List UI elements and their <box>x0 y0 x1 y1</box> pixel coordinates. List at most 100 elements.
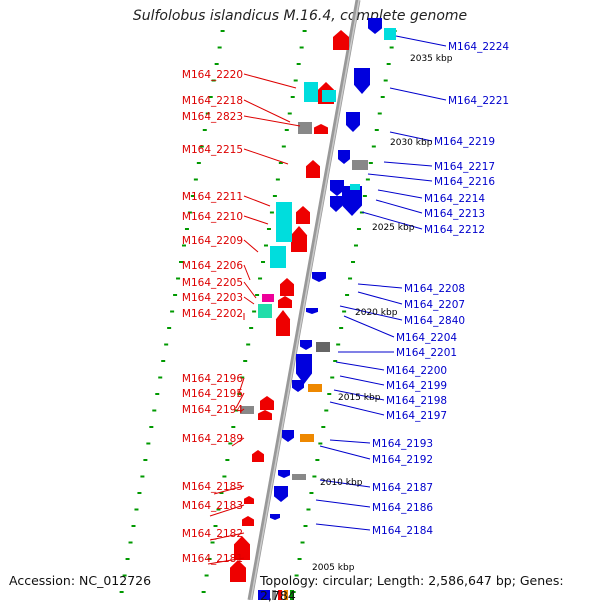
forward-gene <box>333 30 349 50</box>
outer-left-guide-dot <box>167 327 172 329</box>
kbp-scale-label: 2025 kbp <box>372 223 415 233</box>
right-guide-dot <box>330 376 335 379</box>
outer-left-guide-dot <box>122 574 127 577</box>
right-gene-label: M164_2193 <box>372 438 433 450</box>
right-gene-label: M164_2201 <box>396 347 457 359</box>
left-gene-label: M164_2215 <box>182 144 243 156</box>
right-gene-label: M164_2198 <box>386 395 447 407</box>
bottom-gene <box>272 590 276 600</box>
left-leader-line <box>243 281 257 299</box>
outer-left-guide-dot <box>125 558 130 560</box>
outer-left-guide-dot <box>164 343 169 346</box>
bottom-gene <box>284 590 288 600</box>
reverse-gene <box>296 354 312 384</box>
left-guide-dot <box>243 360 248 362</box>
outer-left-guide-dot <box>202 129 207 131</box>
rna-gene <box>276 202 292 242</box>
right-guide-dot <box>353 244 358 247</box>
forward-gene <box>314 124 328 134</box>
right-guide-dot <box>368 162 373 164</box>
outer-left-guide-dot <box>143 459 148 461</box>
left-gene-label: M164_2209 <box>182 235 243 247</box>
forward-gene <box>280 278 294 296</box>
kbp-scale-label: 2030 kbp <box>390 138 433 148</box>
left-leader-line <box>243 239 259 253</box>
outer-left-guide-dot <box>173 294 178 296</box>
left-guide-dot <box>281 145 286 148</box>
right-guide-dot <box>315 459 320 461</box>
right-leader-line <box>319 479 371 488</box>
reverse-gene <box>346 112 360 132</box>
outer-left-guide-dot <box>190 195 195 197</box>
right-leader-line <box>315 499 371 508</box>
outer-left-guide-dot <box>152 409 157 412</box>
outer-left-guide-dot <box>119 591 124 593</box>
forward-gene <box>242 516 254 526</box>
right-guide-dot <box>294 574 299 577</box>
left-gene-label: M164_2196 <box>182 373 243 385</box>
left-leader-line <box>243 215 269 225</box>
rna-gene <box>322 90 336 102</box>
outer-left-guide-dot <box>161 360 166 362</box>
left-leader-line <box>239 408 245 413</box>
left-guide-dot <box>246 343 251 346</box>
outer-left-guide-dot <box>193 178 198 181</box>
right-guide-dot <box>318 442 323 445</box>
bottom-gene <box>278 590 282 600</box>
left-leader-line <box>237 377 245 397</box>
reverse-gene <box>330 180 344 196</box>
left-leader-line <box>243 73 297 89</box>
left-guide-dot <box>261 261 266 263</box>
right-guide-dot <box>300 541 305 544</box>
reverse-gene <box>306 308 318 314</box>
left-guide-dot <box>207 558 212 560</box>
right-guide-dot <box>359 211 364 214</box>
bottom-gene <box>258 590 270 600</box>
outer-left-guide-dot <box>146 442 151 445</box>
outer-left-guide-dot <box>181 244 186 247</box>
outer-left-guide-dot <box>220 30 225 32</box>
rna-gene <box>384 28 396 40</box>
reverse-gene <box>270 514 280 520</box>
right-leader-line <box>395 35 447 47</box>
right-leader-line <box>367 173 433 182</box>
genome-backbone <box>247 0 361 600</box>
reverse-gene <box>354 68 370 94</box>
forward-gene <box>296 206 310 224</box>
right-leader-line <box>319 445 371 460</box>
reverse-gene <box>292 380 304 392</box>
outer-left-guide-dot <box>214 63 219 65</box>
reverse-gene <box>282 430 294 442</box>
left-gene-label: M164_2195 <box>182 388 243 400</box>
left-gene-label: M164_2202 <box>182 308 243 320</box>
outer-left-guide-dot <box>131 525 136 527</box>
left-guide-dot <box>278 162 283 164</box>
reverse-gene <box>368 18 382 34</box>
left-leader-line <box>209 504 245 517</box>
outer-left-guide-dot <box>149 426 154 428</box>
right-gene-label: M164_2217 <box>434 161 495 173</box>
right-leader-line <box>383 161 433 167</box>
left-guide-dot <box>228 442 233 445</box>
right-leader-line <box>389 87 447 101</box>
right-guide-dot <box>383 79 388 82</box>
reverse-gene <box>330 196 342 212</box>
outer-left-guide-dot <box>134 508 139 511</box>
right-guide-dot <box>336 343 341 346</box>
right-leader-line <box>357 291 403 305</box>
right-gene-label: M164_2214 <box>424 193 485 205</box>
forward-gene <box>230 560 246 582</box>
reverse-gene <box>342 186 362 216</box>
right-leader-line <box>375 199 423 214</box>
right-guide-dot <box>312 475 317 478</box>
outer-left-guide-dot <box>199 145 204 148</box>
left-leader-line <box>243 264 251 281</box>
map-title: Sulfolobus islandicus M.16.4, complete g… <box>132 8 468 24</box>
left-gene-label: M164_2194 <box>182 404 243 416</box>
left-guide-dot <box>269 211 274 214</box>
right-guide-dot <box>342 310 347 313</box>
bottom-gene <box>290 590 294 600</box>
right-gene-label: M164_2208 <box>404 283 465 295</box>
